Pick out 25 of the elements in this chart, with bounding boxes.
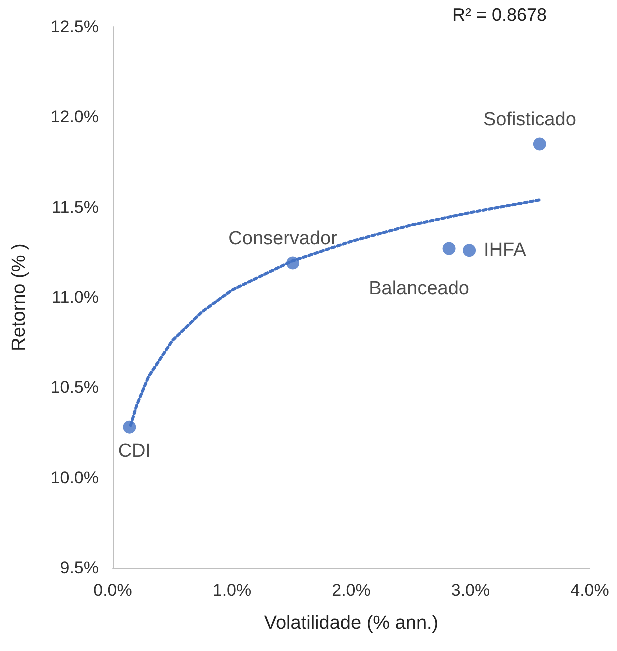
x-tick-label: 1.0% (212, 581, 252, 600)
text: R² = 0.8678 (452, 5, 547, 25)
x-tick-label: 4.0% (570, 581, 610, 600)
y-axis-title: Retorno (% ) (9, 244, 30, 352)
x-tick-label: 2.0% (332, 581, 371, 600)
point (533, 138, 546, 151)
point (286, 256, 300, 270)
y-tick-label: 9.5% (60, 558, 99, 578)
point (442, 242, 456, 256)
y-tick-label: 12.5% (50, 18, 99, 36)
point (123, 420, 136, 434)
point (463, 244, 476, 258)
y-tick-label: 11.0% (52, 288, 99, 307)
y-tick-label: 10.0% (50, 468, 99, 488)
annotation: Conservador (228, 228, 338, 250)
x-axis-title: Volatilidade (% ann.) (264, 613, 439, 634)
y-tick-label: 12.0% (50, 108, 99, 127)
y-tick-label: 10.5% (50, 378, 99, 398)
x-tick-label: 3.0% (451, 581, 490, 600)
annotation: Sofisticado (483, 110, 576, 131)
annotation: Balanceado (369, 278, 470, 300)
y-tick-label: 11.5% (52, 198, 99, 217)
annotation: CDI (118, 440, 152, 462)
x-tick-label: 0.0% (94, 581, 132, 600)
annotation: IHFA (484, 240, 527, 262)
